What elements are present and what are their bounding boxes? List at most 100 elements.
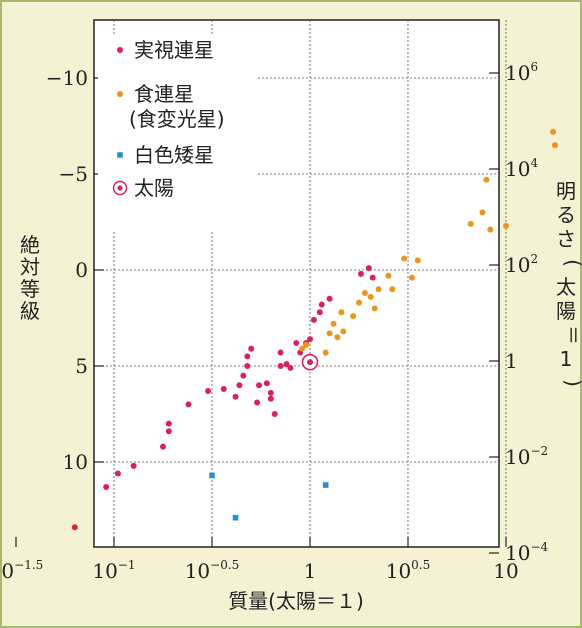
x-tick-label-exp: −1 xyxy=(118,558,136,572)
x-tick-label-base: 10 xyxy=(92,559,117,583)
visual-point xyxy=(316,309,323,316)
right-tick-label-exp: 4 xyxy=(530,156,538,170)
visual-point xyxy=(165,420,172,427)
x-tick-label-exp: 0.5 xyxy=(411,558,430,572)
sun-legend-dot xyxy=(117,185,123,191)
eclipsing-point xyxy=(356,299,362,306)
y-axis-title-left-char: 絶 xyxy=(20,233,40,257)
y-axis-title-right-char: る xyxy=(556,203,576,227)
left-tick-label: −10 xyxy=(46,66,88,90)
y-axis-title-left-char: 対 xyxy=(20,255,40,279)
right-tick-label-base: 10 xyxy=(505,157,530,181)
right-tick-label: 102 xyxy=(505,252,538,277)
visual-point xyxy=(287,364,294,371)
eclipsing-point xyxy=(330,320,337,327)
y-axis-title-right-char: 明 xyxy=(556,179,576,203)
x-tick-label: 10−1 xyxy=(92,558,135,583)
x-tick-label-base: 1 xyxy=(304,559,317,583)
eclipsing-point xyxy=(350,313,357,320)
x-tick-label: 10−1.5 xyxy=(0,558,43,583)
eclipsing-point xyxy=(303,341,310,348)
x-tick-label-base: 10 xyxy=(493,559,518,583)
right-tick-label-base: 1 xyxy=(505,349,518,373)
sun-point xyxy=(301,353,319,371)
visual-point xyxy=(160,443,166,450)
right-tick-label-exp: −2 xyxy=(530,444,548,458)
right-tick-label-base: 10 xyxy=(505,445,530,469)
eclipsing-point xyxy=(414,257,421,264)
left-tick-label: 0 xyxy=(75,258,88,282)
visual-point xyxy=(271,411,278,417)
visual-point xyxy=(326,295,333,302)
x-tick-label-base: 10 xyxy=(0,559,14,583)
right-tick-label-base: 10 xyxy=(505,61,530,85)
left-axis-ticks: −10 −5 0 5 10 xyxy=(46,66,104,474)
legend-box xyxy=(98,36,258,230)
visual-point xyxy=(277,363,284,369)
visual-point xyxy=(318,301,325,308)
eclipsing-legend-marker xyxy=(117,91,123,97)
visual-point xyxy=(256,382,263,389)
visual-point xyxy=(236,382,243,389)
visual-point xyxy=(283,361,290,368)
eclipsing-point xyxy=(503,222,509,229)
visual-legend-marker xyxy=(117,47,123,53)
visual-point xyxy=(277,349,284,356)
eclipsing-point xyxy=(401,255,408,262)
visual-point xyxy=(267,389,274,396)
visual-legend-label: 実視連星 xyxy=(134,38,214,62)
visual-point xyxy=(248,345,255,352)
right-tick-label-exp: 6 xyxy=(530,60,538,74)
right-tick-label-base: 10 xyxy=(505,541,530,565)
sun-dot xyxy=(307,359,313,366)
visual-point xyxy=(205,387,212,394)
y-axis-title-right-char: 太 xyxy=(556,275,576,299)
grid-lines xyxy=(94,20,507,547)
eclipsing-point xyxy=(367,293,374,300)
y-axis-title-right: 明るさ (太陽＝1) xyxy=(556,179,582,387)
right-tick-label: 1 xyxy=(505,349,518,373)
visual-point xyxy=(267,395,274,402)
left-tick-label: 10 xyxy=(63,450,88,474)
visual-point xyxy=(185,401,192,408)
eclipsing-point xyxy=(375,286,382,293)
x-tick-label: 100.5 xyxy=(386,558,431,583)
eclipsing-point xyxy=(550,128,557,135)
white_dwarf-point xyxy=(209,472,215,479)
eclipsing-legend-label-2: (食変光星) xyxy=(129,107,225,131)
eclipsing-point xyxy=(479,209,486,216)
eclipsing-point xyxy=(334,334,341,341)
y-axis-title-right-char: 陽 xyxy=(556,299,576,323)
y-axis-title-right-char: ＝ xyxy=(561,325,582,345)
visual-point xyxy=(369,274,376,281)
white_dwarf-point xyxy=(232,514,239,521)
x-tick-label: 10 xyxy=(493,559,518,583)
right-tick-label: 10−2 xyxy=(505,444,548,469)
right-tick-label: 10−4 xyxy=(505,540,549,565)
x-axis-title: 質量(太陽＝１) xyxy=(228,589,364,613)
y-axis-title-left-char: 級 xyxy=(20,299,40,323)
visual-point xyxy=(114,470,121,477)
eclipsing-point xyxy=(371,305,378,312)
eclipsing-point xyxy=(467,220,474,227)
eclipsing-point xyxy=(408,274,415,281)
eclipsing-point xyxy=(322,349,329,356)
eclipsing-point xyxy=(326,330,333,337)
eclipsing-point xyxy=(483,176,490,183)
visual-point xyxy=(263,380,270,387)
right-tick-label-exp: −4 xyxy=(530,540,548,554)
y-axis-title-right-char: ( xyxy=(561,259,582,267)
y-axis-title-left-char: 等 xyxy=(20,277,40,301)
x-tick-label: 1 xyxy=(304,559,317,583)
eclipsing-point xyxy=(299,345,306,352)
visual-point xyxy=(307,336,313,343)
eclipsing-point xyxy=(389,286,396,293)
left-tick-label: 5 xyxy=(75,354,88,378)
x-tick-label-exp: −1.5 xyxy=(14,558,43,572)
right-tick-label-exp: 2 xyxy=(530,252,538,266)
eclipsing-point xyxy=(552,142,558,149)
eclipsing-point xyxy=(361,290,368,297)
